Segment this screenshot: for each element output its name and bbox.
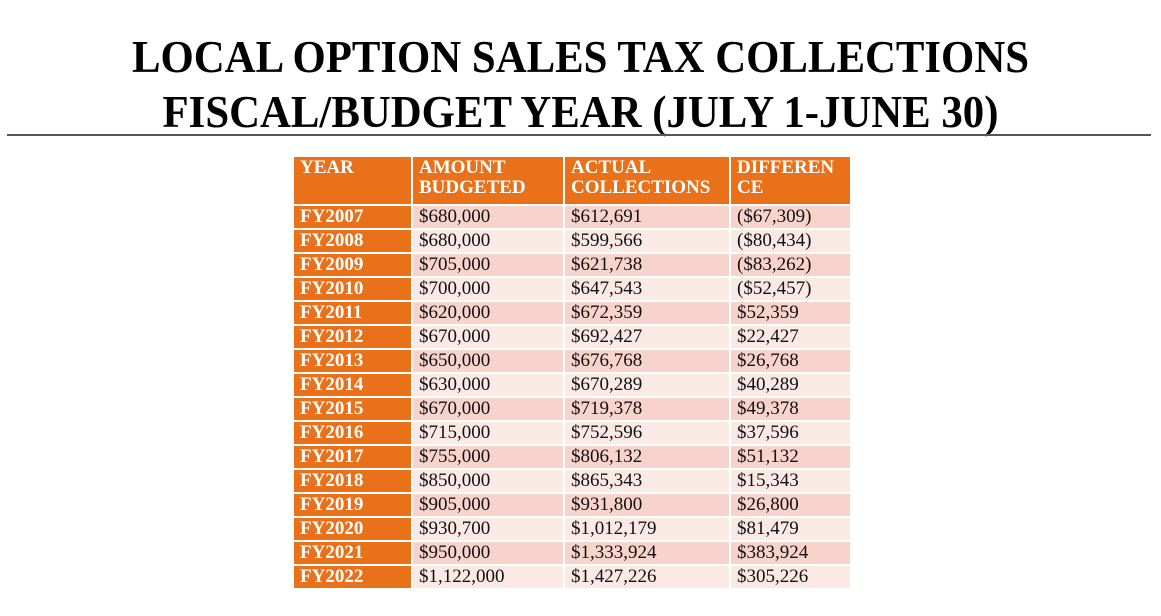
cell-actual-collections: $865,343 <box>565 470 729 492</box>
cell-difference: $52,359 <box>731 302 850 324</box>
table-row: FY2013 $650,000 $676,768 $26,768 <box>294 350 850 372</box>
table-header-row: YEAR AMOUNT BUDGETED ACTUAL COLLECTIONS DI… <box>294 157 850 204</box>
header-line: BUDGETED <box>419 177 526 198</box>
table-row: FY2019 $905,000 $931,800 $26,800 <box>294 494 850 516</box>
header-difference: DIFFEREN CE <box>731 157 850 204</box>
header-year-label: YEAR <box>300 157 354 178</box>
cell-year: FY2013 <box>294 350 411 372</box>
cell-difference: $49,378 <box>731 398 850 420</box>
cell-actual-collections: $931,800 <box>565 494 729 516</box>
header-actual-collections: ACTUAL COLLECTIONS <box>565 157 729 204</box>
cell-amount-budgeted: $670,000 <box>413 398 563 420</box>
cell-actual-collections: $752,596 <box>565 422 729 444</box>
cell-actual-collections: $692,427 <box>565 326 729 348</box>
cell-amount-budgeted: $700,000 <box>413 278 563 300</box>
cell-actual-collections: $670,289 <box>565 374 729 396</box>
cell-amount-budgeted: $705,000 <box>413 254 563 276</box>
table-row: FY2010 $700,000 $647,543 ($52,457) <box>294 278 850 300</box>
cell-amount-budgeted: $715,000 <box>413 422 563 444</box>
cell-difference: ($67,309) <box>731 206 850 228</box>
cell-amount-budgeted: $930,700 <box>413 518 563 540</box>
cell-year: FY2010 <box>294 278 411 300</box>
header-year: YEAR <box>294 157 411 204</box>
cell-year: FY2020 <box>294 518 411 540</box>
header-line: COLLECTIONS <box>571 177 711 198</box>
cell-actual-collections: $647,543 <box>565 278 729 300</box>
table-row: FY2014 $630,000 $670,289 $40,289 <box>294 374 850 396</box>
table-row: FY2008 $680,000 $599,566 ($80,434) <box>294 230 850 252</box>
table-row: FY2011 $620,000 $672,359 $52,359 <box>294 302 850 324</box>
cell-year: FY2011 <box>294 302 411 324</box>
header-line: ACTUAL <box>571 157 652 178</box>
cell-amount-budgeted: $670,000 <box>413 326 563 348</box>
cell-actual-collections: $806,132 <box>565 446 729 468</box>
cell-difference: $383,924 <box>731 542 850 564</box>
cell-actual-collections: $1,427,226 <box>565 566 729 588</box>
cell-year: FY2017 <box>294 446 411 468</box>
cell-amount-budgeted: $620,000 <box>413 302 563 324</box>
cell-amount-budgeted: $680,000 <box>413 230 563 252</box>
cell-actual-collections: $676,768 <box>565 350 729 372</box>
header-line: DIFFEREN <box>737 157 835 178</box>
table-row: FY2020 $930,700 $1,012,179 $81,479 <box>294 518 850 540</box>
cell-actual-collections: $672,359 <box>565 302 729 324</box>
header-line: CE <box>737 177 764 198</box>
title-divider <box>7 134 1151 136</box>
table-row: FY2012 $670,000 $692,427 $22,427 <box>294 326 850 348</box>
cell-amount-budgeted: $850,000 <box>413 470 563 492</box>
cell-difference: $15,343 <box>731 470 850 492</box>
cell-year: FY2021 <box>294 542 411 564</box>
table-row: FY2018 $850,000 $865,343 $15,343 <box>294 470 850 492</box>
cell-year: FY2009 <box>294 254 411 276</box>
cell-amount-budgeted: $630,000 <box>413 374 563 396</box>
cell-amount-budgeted: $755,000 <box>413 446 563 468</box>
cell-actual-collections: $599,566 <box>565 230 729 252</box>
cell-amount-budgeted: $950,000 <box>413 542 563 564</box>
table-row: FY2017 $755,000 $806,132 $51,132 <box>294 446 850 468</box>
table-row: FY2015 $670,000 $719,378 $49,378 <box>294 398 850 420</box>
cell-difference: ($52,457) <box>731 278 850 300</box>
cell-difference: $51,132 <box>731 446 850 468</box>
cell-difference: $37,596 <box>731 422 850 444</box>
table-row: FY2021 $950,000 $1,333,924 $383,924 <box>294 542 850 564</box>
cell-year: FY2015 <box>294 398 411 420</box>
cell-year: FY2022 <box>294 566 411 588</box>
cell-year: FY2007 <box>294 206 411 228</box>
cell-year: FY2019 <box>294 494 411 516</box>
table-row: FY2007 $680,000 $612,691 ($67,309) <box>294 206 850 228</box>
cell-amount-budgeted: $905,000 <box>413 494 563 516</box>
page-title-line-2: FISCAL/BUDGET YEAR (JULY 1-JUNE 30) <box>162 86 999 137</box>
cell-amount-budgeted: $650,000 <box>413 350 563 372</box>
cell-difference: ($80,434) <box>731 230 850 252</box>
cell-year: FY2018 <box>294 470 411 492</box>
table-row: FY2022 $1,122,000 $1,427,226 $305,226 <box>294 566 850 588</box>
header-amount-budgeted: AMOUNT BUDGETED <box>413 157 563 204</box>
cell-amount-budgeted: $680,000 <box>413 206 563 228</box>
cell-year: FY2014 <box>294 374 411 396</box>
cell-difference: $305,226 <box>731 566 850 588</box>
cell-difference: ($83,262) <box>731 254 850 276</box>
cell-actual-collections: $621,738 <box>565 254 729 276</box>
cell-actual-collections: $612,691 <box>565 206 729 228</box>
cell-difference: $40,289 <box>731 374 850 396</box>
sales-tax-table: YEAR AMOUNT BUDGETED ACTUAL COLLECTIONS DI… <box>292 155 852 590</box>
cell-difference: $81,479 <box>731 518 850 540</box>
table-row: FY2009 $705,000 $621,738 ($83,262) <box>294 254 850 276</box>
cell-year: FY2016 <box>294 422 411 444</box>
table-row: FY2016 $715,000 $752,596 $37,596 <box>294 422 850 444</box>
cell-actual-collections: $1,012,179 <box>565 518 729 540</box>
header-line: AMOUNT <box>419 157 506 178</box>
cell-actual-collections: $719,378 <box>565 398 729 420</box>
cell-actual-collections: $1,333,924 <box>565 542 729 564</box>
page-title-line-1: LOCAL OPTION SALES TAX COLLECTIONS <box>131 31 1030 82</box>
cell-difference: $22,427 <box>731 326 850 348</box>
cell-difference: $26,768 <box>731 350 850 372</box>
cell-difference: $26,800 <box>731 494 850 516</box>
cell-year: FY2008 <box>294 230 411 252</box>
cell-amount-budgeted: $1,122,000 <box>413 566 563 588</box>
cell-year: FY2012 <box>294 326 411 348</box>
